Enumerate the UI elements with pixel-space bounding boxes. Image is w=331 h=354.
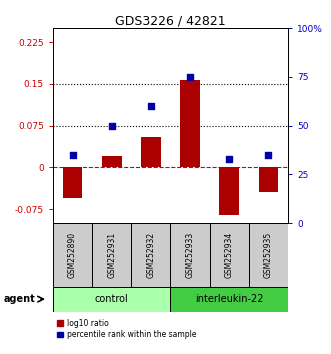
Point (226, 156, 232, 161)
Bar (210, 223, 249, 287)
Text: GSM252932: GSM252932 (146, 232, 155, 278)
Text: interleukin-22: interleukin-22 (195, 294, 263, 304)
Text: GSM252935: GSM252935 (264, 232, 273, 278)
Bar (92, 223, 131, 287)
Bar (141, 137, 161, 167)
Bar (219, 167, 239, 215)
Bar (259, 167, 278, 193)
Bar (53, 287, 170, 312)
Point (266, 152, 271, 158)
Bar (170, 287, 288, 312)
Bar (63, 167, 82, 198)
Text: control: control (95, 294, 128, 304)
Bar (180, 80, 200, 167)
Bar (249, 223, 288, 287)
Point (109, 123, 114, 129)
Text: agent: agent (3, 294, 35, 304)
Point (187, 74, 193, 80)
Bar (53, 223, 92, 287)
Text: GSM252933: GSM252933 (186, 232, 195, 278)
Legend: log10 ratio, percentile rank within the sample: log10 ratio, percentile rank within the … (57, 319, 196, 339)
Bar (102, 156, 121, 167)
Point (148, 103, 154, 109)
Text: GSM252931: GSM252931 (107, 232, 116, 278)
Bar (131, 223, 170, 287)
Text: GSM252890: GSM252890 (68, 232, 77, 278)
Title: GDS3226 / 42821: GDS3226 / 42821 (115, 14, 226, 27)
Text: GSM252934: GSM252934 (225, 232, 234, 278)
Bar (170, 223, 210, 287)
Point (70, 152, 75, 158)
